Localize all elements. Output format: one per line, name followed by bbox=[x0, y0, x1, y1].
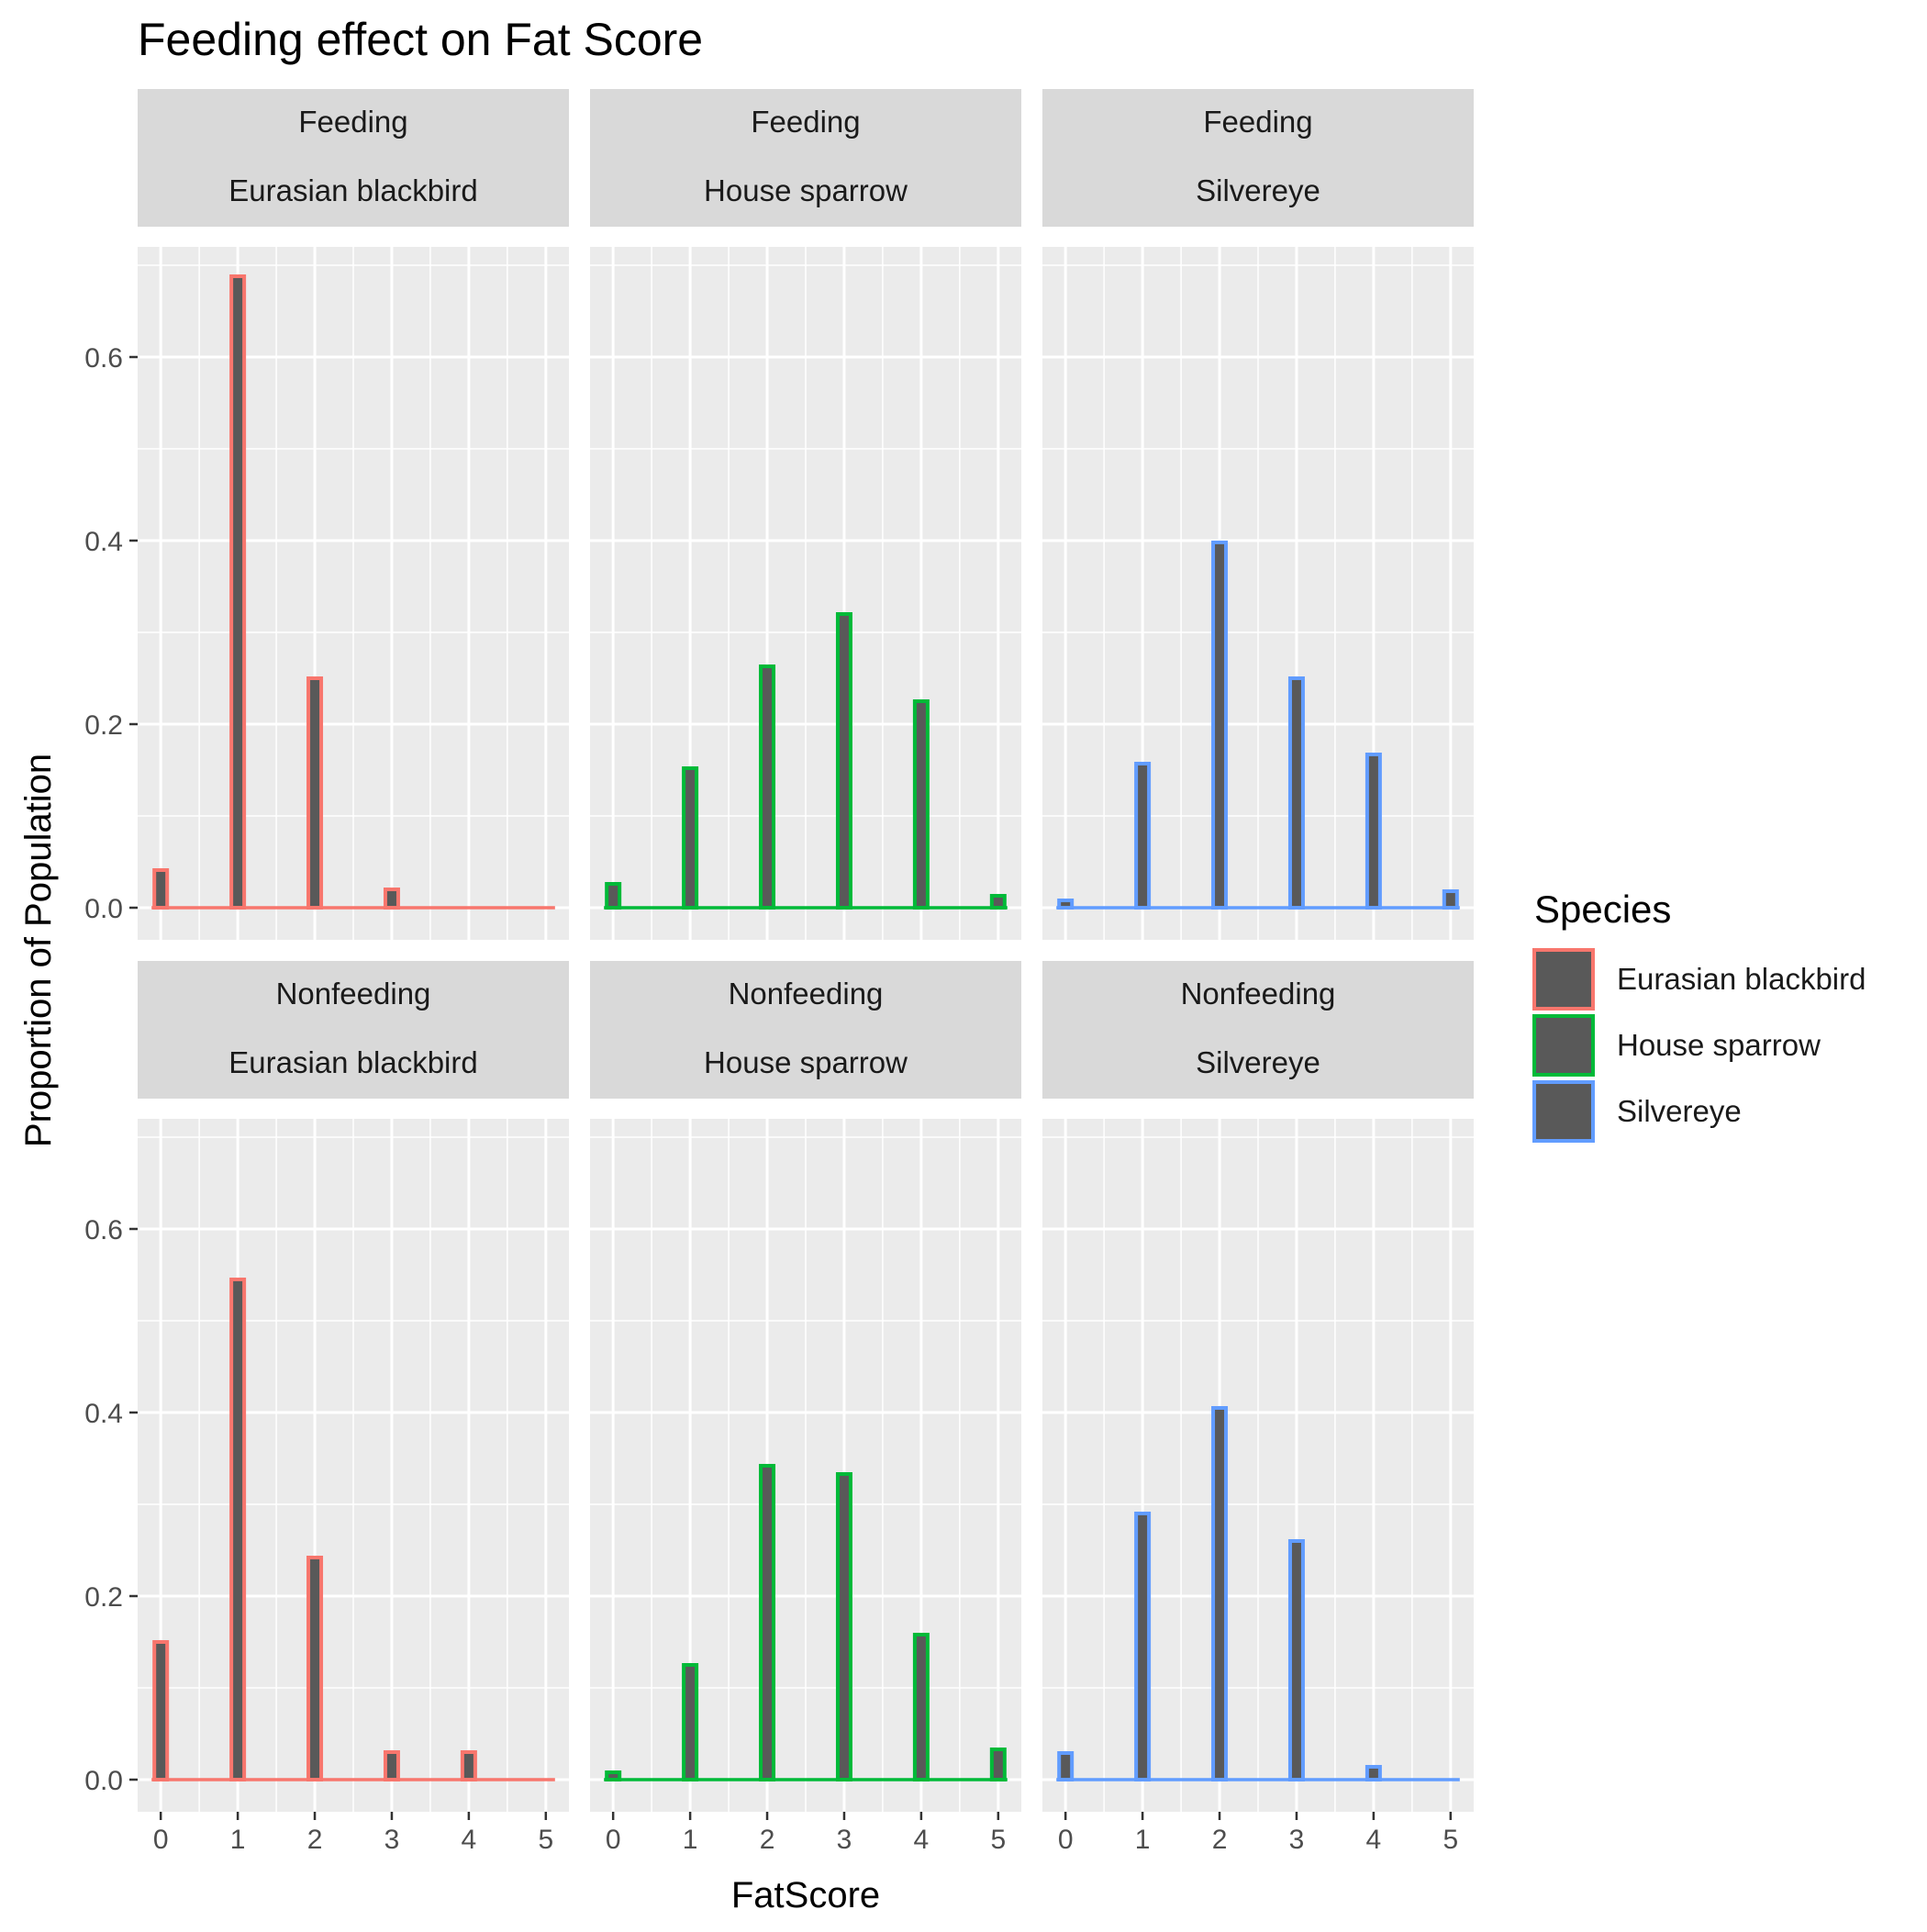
facet-strip-label: Nonfeeding bbox=[276, 977, 431, 1011]
facet-strip-label: Silvereye bbox=[1196, 1045, 1320, 1079]
facet-strip-label: Silvereye bbox=[1196, 173, 1320, 207]
facet-panel-0-0: Feeding Eurasian blackbird 0.0 0.2 0.4 0.6 bbox=[84, 89, 569, 940]
bar-fatscore-2 bbox=[759, 664, 776, 910]
bar-fatscore-5 bbox=[989, 1748, 1007, 1781]
x-axis-label: FatScore bbox=[731, 1875, 880, 1915]
bar-fatscore-1 bbox=[229, 274, 247, 910]
facet-strip bbox=[138, 89, 569, 227]
chart-title: Feeding effect on Fat Score bbox=[138, 14, 703, 65]
facet-strip bbox=[138, 961, 569, 1099]
bar-fatscore-3 bbox=[835, 612, 852, 910]
x-tick-label: 4 bbox=[1366, 1825, 1382, 1855]
x-tick-label: 5 bbox=[1442, 1825, 1458, 1855]
x-tick-label: 3 bbox=[837, 1825, 852, 1855]
facet-strip bbox=[590, 961, 1021, 1099]
facet-panel-1-0: Nonfeeding Eurasian blackbird 0.0 0.2 0.4 0.6… bbox=[84, 961, 569, 1855]
bar-fatscore-5 bbox=[989, 894, 1007, 910]
x-tick-label: 3 bbox=[384, 1825, 400, 1855]
bar-fatscore-0 bbox=[605, 1770, 622, 1781]
y-tick-label: 0.6 bbox=[84, 1215, 123, 1245]
bar-fatscore-3 bbox=[383, 1750, 400, 1781]
legend-title: Species bbox=[1534, 888, 1671, 931]
x-tick-label: 0 bbox=[1058, 1825, 1074, 1855]
bar-fatscore-2 bbox=[759, 1464, 776, 1781]
y-tick-label: 0.2 bbox=[84, 710, 123, 741]
bar-fatscore-4 bbox=[460, 1750, 477, 1781]
bar-fatscore-3 bbox=[1287, 676, 1305, 910]
bar-fatscore-1 bbox=[682, 1663, 699, 1781]
y-tick-label: 0.4 bbox=[84, 1399, 123, 1429]
bar-fatscore-5 bbox=[1442, 889, 1459, 910]
bar-fatscore-2 bbox=[1211, 1406, 1229, 1781]
facet-panel-1-1: Nonfeeding House sparrow 0 1 2 3 4 5 bbox=[590, 961, 1021, 1855]
legend-key-0 bbox=[1532, 948, 1595, 1011]
x-tick-label: 3 bbox=[1289, 1825, 1305, 1855]
facet-strip-label: Feeding bbox=[1203, 105, 1312, 139]
facet-panel-0-2: Feeding Silvereye bbox=[1042, 89, 1474, 940]
x-tick-label: 2 bbox=[760, 1825, 775, 1855]
bar-fatscore-4 bbox=[912, 1633, 930, 1781]
x-tick-label: 2 bbox=[1212, 1825, 1228, 1855]
bar-fatscore-0 bbox=[1057, 899, 1075, 910]
facet-strip bbox=[1042, 961, 1474, 1099]
facet-strip-label: House sparrow bbox=[704, 1045, 908, 1079]
facet-strip-label: Feeding bbox=[751, 105, 860, 139]
bar-fatscore-1 bbox=[682, 766, 699, 910]
bar-fatscore-4 bbox=[1364, 1765, 1382, 1781]
bar-fatscore-0 bbox=[152, 868, 170, 910]
bar-fatscore-1 bbox=[229, 1278, 247, 1781]
bar-fatscore-4 bbox=[1364, 753, 1382, 910]
x-tick-label: 5 bbox=[990, 1825, 1006, 1855]
x-tick-label: 1 bbox=[230, 1825, 246, 1855]
legend-label-2: Silvereye bbox=[1617, 1094, 1742, 1128]
bar-fatscore-3 bbox=[835, 1472, 852, 1781]
facet-strip-label: Eurasian blackbird bbox=[228, 1045, 477, 1079]
x-tick-label: 1 bbox=[1135, 1825, 1151, 1855]
bar-fatscore-4 bbox=[912, 699, 930, 910]
facet-panel-1-2: Nonfeeding Silvereye 0 1 2 3 4 5 bbox=[1042, 961, 1474, 1855]
y-tick-label: 0.2 bbox=[84, 1582, 123, 1613]
x-tick-label: 0 bbox=[153, 1825, 169, 1855]
facet-panel-0-1: Feeding House sparrow bbox=[590, 89, 1021, 940]
facet-strip-label: Feeding bbox=[298, 105, 407, 139]
facet-strip bbox=[590, 89, 1021, 227]
x-tick-label: 5 bbox=[538, 1825, 553, 1855]
y-tick-label: 0.0 bbox=[84, 1766, 123, 1796]
facet-strip-label: House sparrow bbox=[704, 173, 908, 207]
bar-fatscore-0 bbox=[605, 882, 622, 910]
bar-fatscore-1 bbox=[1134, 762, 1152, 910]
legend-label-1: House sparrow bbox=[1617, 1028, 1821, 1062]
facet-strip-label: Nonfeeding bbox=[729, 977, 884, 1011]
x-tick-label: 2 bbox=[307, 1825, 323, 1855]
bar-fatscore-2 bbox=[306, 676, 324, 910]
bar-fatscore-3 bbox=[1287, 1539, 1305, 1781]
y-tick-label: 0.0 bbox=[84, 894, 123, 924]
x-tick-label: 0 bbox=[606, 1825, 621, 1855]
x-tick-label: 4 bbox=[914, 1825, 930, 1855]
facet-strip-label: Eurasian blackbird bbox=[228, 173, 477, 207]
bar-fatscore-3 bbox=[383, 888, 400, 910]
facet-strip bbox=[1042, 89, 1474, 227]
bar-fatscore-2 bbox=[306, 1556, 324, 1781]
y-axis-label: Proportion of Population bbox=[18, 754, 59, 1147]
bar-fatscore-0 bbox=[152, 1640, 170, 1781]
facet-strip-label: Nonfeeding bbox=[1181, 977, 1336, 1011]
legend: Species Eurasian blackbird House sparrow S… bbox=[1532, 888, 1866, 1143]
legend-key-2 bbox=[1532, 1080, 1595, 1143]
bar-fatscore-0 bbox=[1057, 1751, 1075, 1781]
y-tick-label: 0.6 bbox=[84, 343, 123, 374]
bar-fatscore-1 bbox=[1134, 1512, 1152, 1781]
x-tick-label: 4 bbox=[462, 1825, 477, 1855]
y-tick-label: 0.4 bbox=[84, 527, 123, 557]
legend-key-1 bbox=[1532, 1014, 1595, 1077]
legend-label-0: Eurasian blackbird bbox=[1617, 962, 1866, 996]
bar-fatscore-2 bbox=[1211, 541, 1229, 910]
x-tick-label: 1 bbox=[683, 1825, 698, 1855]
